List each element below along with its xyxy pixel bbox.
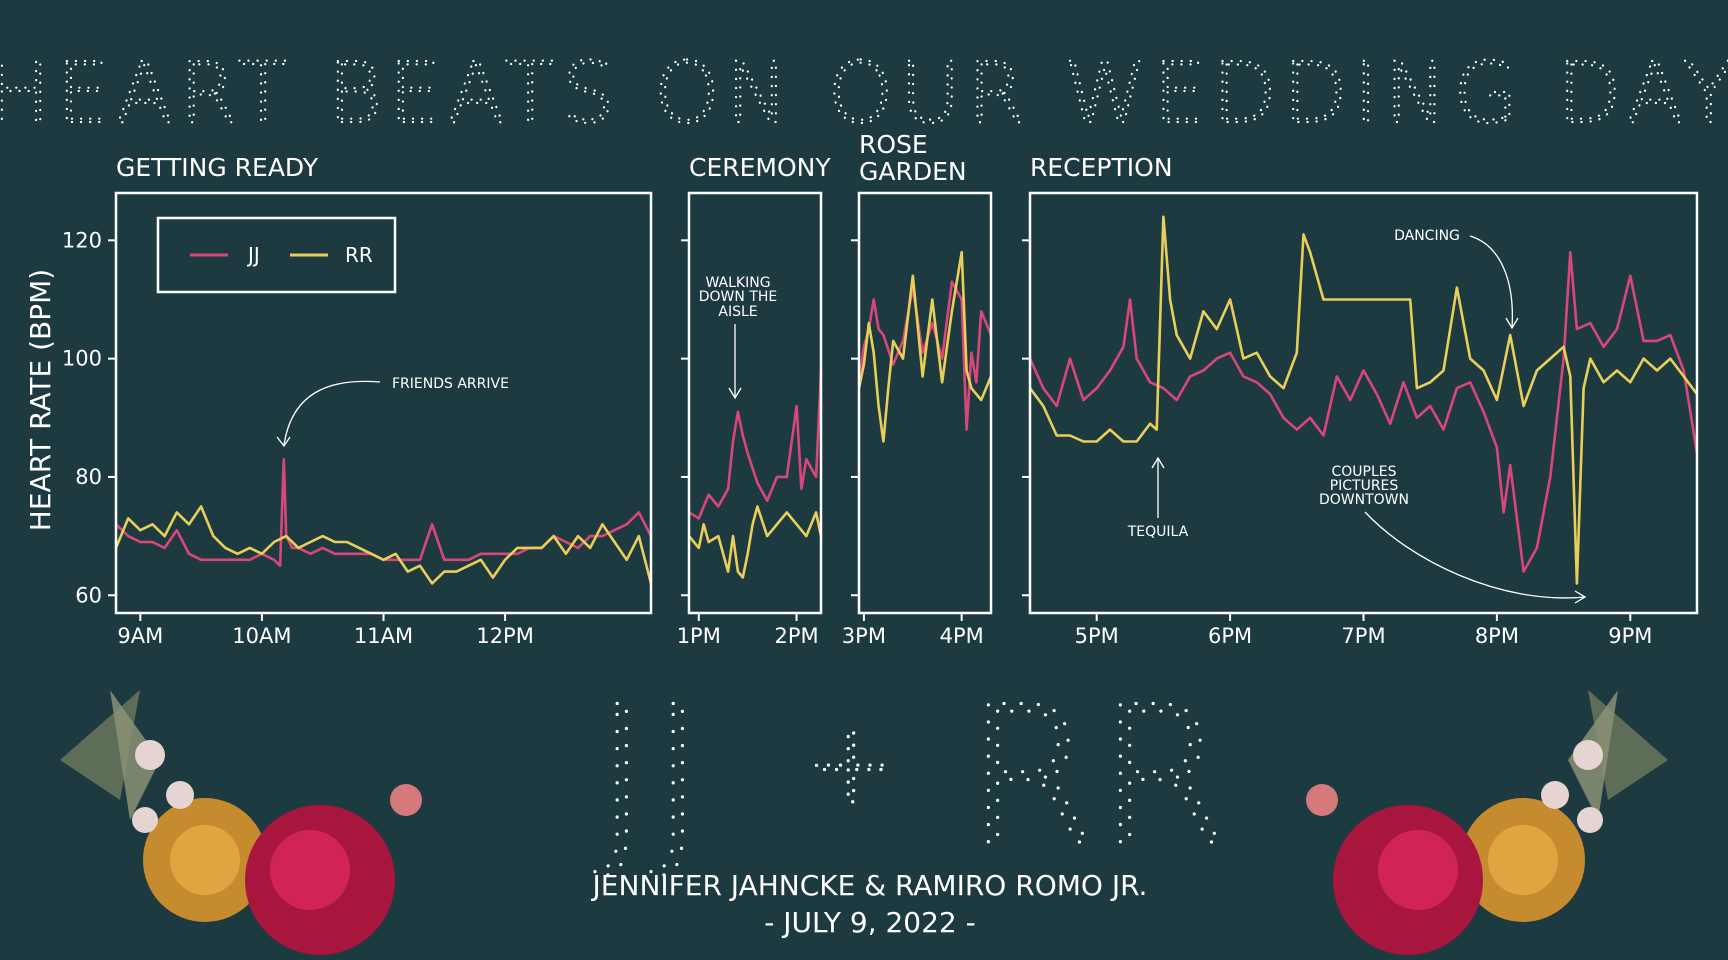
series-line-rr — [116, 505, 651, 585]
legend-label-rr: RR — [345, 243, 373, 267]
panel-title-ceremony: CEREMONY — [689, 153, 831, 182]
panel-title-rose-garden: ROSE — [859, 130, 928, 159]
arrow-friends-arrive — [283, 380, 381, 446]
flower-bouquet-left — [60, 690, 422, 955]
monogram-right: RR — [965, 666, 1229, 887]
panel-getting-ready: GETTING READY 60 80 100 120 9AM 10AM 11AM 12PM — [62, 153, 653, 648]
y-tick-label: 60 — [75, 583, 102, 607]
y-axis-label: HEART RATE (BPM) — [24, 269, 57, 531]
y-tick-label: 120 — [62, 228, 102, 252]
panel-frame — [687, 191, 823, 615]
x-tick-label: 6PM — [1208, 624, 1252, 648]
panel-title-rose-garden: GARDEN — [859, 157, 967, 186]
series-line-jj — [1030, 250, 1697, 573]
yarrow-flower-icon — [1306, 784, 1338, 816]
x-tick-label: 9PM — [1608, 624, 1652, 648]
arrowhead-friends-arrive — [276, 436, 291, 448]
small-blossom-icon — [1577, 807, 1603, 833]
arrowhead-tequila — [1151, 456, 1165, 469]
series-line-rr — [689, 505, 821, 579]
chart-panels: GETTING READY 60 80 100 120 9AM 10AM 11AM 12PM CE… — [62, 130, 1699, 648]
peony-center-icon — [270, 830, 350, 910]
x-tick-label: 9AM — [117, 624, 163, 648]
panel-title-reception: RECEPTION — [1030, 153, 1173, 182]
x-tick-label: 5PM — [1075, 624, 1119, 648]
flower-bouquet-right — [1306, 690, 1668, 955]
monogram-plus: + — [805, 700, 897, 828]
small-blossom-icon — [135, 740, 165, 770]
marigold-center-icon — [1488, 825, 1558, 895]
x-tick-label: 2PM — [774, 624, 818, 648]
peony-center-icon — [1378, 830, 1458, 910]
annotation-walking-line2: DOWN THE — [699, 289, 778, 305]
marigold-center-icon — [170, 825, 240, 895]
arrowhead-dancing — [1505, 317, 1519, 330]
legend: JJ RR — [156, 216, 397, 294]
annotation-walking-line3: AISLE — [718, 304, 757, 320]
wedding-date: - JULY 9, 2022 - — [764, 906, 976, 939]
yarrow-flower-icon — [390, 784, 422, 816]
couple-names: JENNIFER JAHNCKE & RAMIRO ROMO JR. — [591, 869, 1148, 902]
panel-title-getting-ready: GETTING READY — [116, 153, 319, 182]
annotation-friends-arrive: FRIENDS ARRIVE — [392, 376, 509, 392]
x-tick-label: 11AM — [354, 624, 413, 648]
arrowhead-walking — [728, 387, 742, 400]
series-line-rr — [1030, 215, 1697, 585]
annotation-tequila: TEQUILA — [1127, 524, 1189, 540]
x-tick-label: 12PM — [476, 624, 534, 648]
annotations: FRIENDS ARRIVE WALKING DOWN THE AISLE TE… — [276, 228, 1587, 604]
annotation-dancing: DANCING — [1394, 228, 1460, 244]
panel-frame — [1028, 191, 1699, 615]
x-tick-label: 4PM — [940, 624, 984, 648]
panel-reception: RECEPTION 5PM 6PM 7PM 8PM 9PM — [1022, 153, 1699, 648]
x-tick-label: 3PM — [842, 624, 886, 648]
annotation-couples-line3: DOWNTOWN — [1319, 492, 1409, 508]
arrow-dancing — [1469, 235, 1514, 329]
panel-ceremony: CEREMONY 1PM 2PM — [677, 153, 832, 648]
series-line-jj — [859, 280, 991, 431]
small-blossom-icon — [132, 807, 158, 833]
small-blossom-icon — [166, 781, 194, 809]
x-tick-label: 7PM — [1341, 624, 1385, 648]
x-tick-label: 10AM — [232, 624, 291, 648]
monogram-left: JJ — [594, 666, 706, 887]
legend-label-jj: JJ — [246, 243, 260, 267]
series-line-jj — [689, 370, 821, 520]
annotation-couples-line2: PICTURES — [1330, 478, 1399, 494]
series-line-rr — [859, 250, 991, 443]
panel-frame — [857, 191, 993, 615]
poster-title: HEART BEATS ON OUR WEDDING DAY — [0, 44, 1728, 142]
small-blossom-icon — [1573, 740, 1603, 770]
y-tick-label: 100 — [62, 347, 102, 371]
y-tick-label: 80 — [75, 465, 102, 489]
legend-box — [156, 216, 397, 294]
arrowhead-couples — [1574, 590, 1587, 604]
annotation-walking-line1: WALKING — [705, 275, 770, 291]
x-tick-label: 1PM — [677, 624, 721, 648]
x-tick-label: 8PM — [1475, 624, 1519, 648]
small-blossom-icon — [1541, 781, 1569, 809]
arrow-couples — [1364, 511, 1586, 599]
annotation-couples-line1: COUPLES — [1331, 464, 1396, 480]
